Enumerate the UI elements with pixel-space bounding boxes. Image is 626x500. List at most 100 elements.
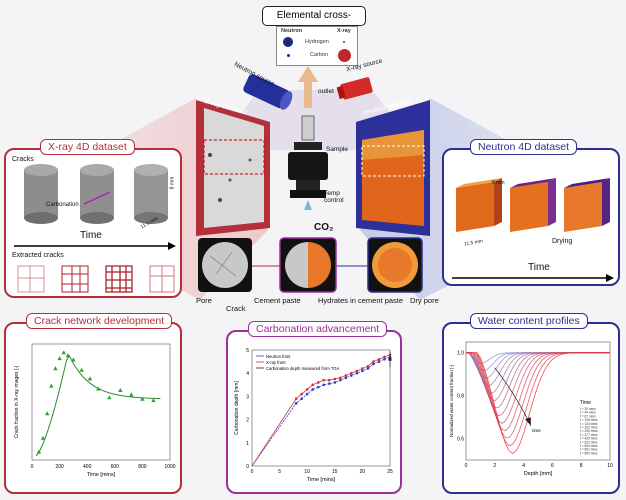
neutron-cross-section — [367, 237, 423, 293]
x-tick-label: 400 — [83, 464, 92, 470]
sample-label: Sample — [326, 146, 349, 153]
row-carbon: Carbon — [310, 52, 329, 58]
xray-cylinders — [24, 164, 168, 224]
neutron-time-label: Time — [528, 262, 550, 273]
data-point — [129, 392, 134, 397]
experimental-setup — [196, 66, 430, 236]
time-arrow-label: time — [532, 428, 541, 433]
y-tick-label: 1 — [246, 441, 249, 447]
pore-label: Pore — [196, 296, 212, 305]
data-point — [383, 355, 386, 359]
neutron-panel-title: Neutron 4D dataset — [470, 139, 578, 155]
x-tick-label: 0 — [31, 464, 34, 470]
data-point — [65, 353, 71, 358]
legend-entry: t = 522 mins — [580, 440, 598, 444]
data-point — [49, 383, 54, 388]
elemental-title: Elemental cross-sections — [262, 6, 366, 39]
data-point — [311, 383, 315, 387]
x-tick-label: 2 — [493, 463, 496, 469]
combined-cross-section — [279, 237, 337, 293]
carb-chart-title: Carbonation advancement — [248, 321, 388, 337]
y-tick-label: 3 — [246, 394, 249, 400]
data-point — [305, 392, 309, 396]
x-tick-label: 20 — [360, 469, 366, 475]
x-tick-label: 8 — [580, 463, 583, 469]
x-tick-label: 10 — [607, 463, 613, 469]
sample-holder-icon — [288, 115, 328, 210]
x-tick-label: 200 — [55, 464, 64, 470]
x-tick-label: 0 — [251, 469, 254, 475]
data-point — [57, 356, 62, 361]
x-tick-label: 4 — [522, 463, 525, 469]
data-point — [96, 386, 101, 391]
data-point — [333, 381, 337, 384]
legend-entry: t = 377 mins — [580, 433, 598, 437]
data-point — [355, 371, 359, 375]
carb-chart-panel: 0 5 10 15 20 25 0 1 2 3 4 5 Time [mins] Carbonation d… — [226, 330, 402, 494]
data-point — [300, 392, 303, 396]
temp-control-label: Temp control — [324, 190, 344, 204]
plot-frame — [31, 343, 171, 461]
x-tick-label: 5 — [278, 469, 281, 475]
water-chart: 0 2 4 6 8 10 0.6 0.8 1.0 Depth [mm] Normalized wat… — [449, 341, 613, 477]
data-point — [44, 411, 50, 416]
legend-entry: t = 44 mins — [580, 411, 596, 415]
data-point — [361, 367, 364, 370]
water-chart-title: Water content profiles — [470, 313, 588, 329]
legend-entry: X-ray front — [266, 360, 286, 365]
legend-entry: t = 20 mins — [580, 407, 596, 411]
legend-entry: t = 133 mins — [580, 422, 598, 426]
carbonation-label: Carbonation — [46, 202, 79, 208]
data-point — [350, 371, 353, 375]
carbon-xray-dot — [338, 49, 351, 62]
legend-entry: t = 67 mins — [580, 414, 596, 418]
data-point — [36, 449, 42, 454]
data-point — [151, 398, 156, 403]
x-axis-label: Time [mins] — [307, 477, 336, 483]
xray-cross-section — [198, 238, 252, 292]
cement-paste-label: Cement paste — [254, 296, 301, 305]
neutron-cubes — [456, 178, 610, 232]
data-point — [377, 360, 381, 363]
fit-line — [35, 354, 161, 456]
legend-entry: t = 105 mins — [580, 418, 598, 422]
legend-entry: t = 544 mins — [580, 444, 598, 448]
x-axis-label: Depth [mm] — [524, 471, 553, 477]
col-xray: X-ray — [337, 28, 351, 34]
data-point — [107, 395, 112, 400]
plot-frame — [465, 341, 611, 461]
cracks-label: Cracks — [12, 156, 34, 163]
data-point — [361, 369, 364, 373]
plot-frame — [251, 349, 391, 467]
legend-title: Time — [580, 400, 591, 406]
legend-entry: t = 561 mins — [580, 448, 598, 452]
data-point — [339, 376, 342, 380]
data-point — [344, 376, 348, 380]
x-tick-label: 25 — [387, 469, 393, 475]
x-tick-label: 0 — [465, 463, 468, 469]
dry-pore-label: Dry pore — [410, 296, 439, 305]
y-tick-label: 5 — [246, 348, 249, 354]
x-tick-label: 15 — [332, 469, 338, 475]
neutron-cube-3 — [564, 178, 610, 232]
data-point — [118, 388, 123, 392]
data-point — [294, 397, 298, 401]
data-point — [305, 388, 309, 391]
y-tick-label: 0.8 — [457, 394, 464, 400]
x-tick-label: 600 — [111, 464, 120, 470]
x-axis-label: Time [mins] — [87, 472, 116, 478]
y-tick-label: 1.0 — [457, 351, 464, 357]
crack-chart: 0 200 400 600 800 1000 Time [mins] Crack fracti… — [14, 343, 176, 478]
data-point — [355, 369, 359, 373]
data-point — [327, 382, 331, 385]
data-point — [333, 377, 337, 381]
carbon-neutron-dot — [287, 54, 290, 57]
data-point — [71, 357, 76, 362]
data-point — [372, 360, 375, 363]
xray-cylinder-3 — [134, 164, 168, 224]
crack-label: Crack — [226, 304, 246, 313]
data-point — [316, 385, 320, 389]
data-point — [339, 378, 342, 382]
data-point — [140, 396, 145, 401]
series-line — [251, 354, 391, 467]
